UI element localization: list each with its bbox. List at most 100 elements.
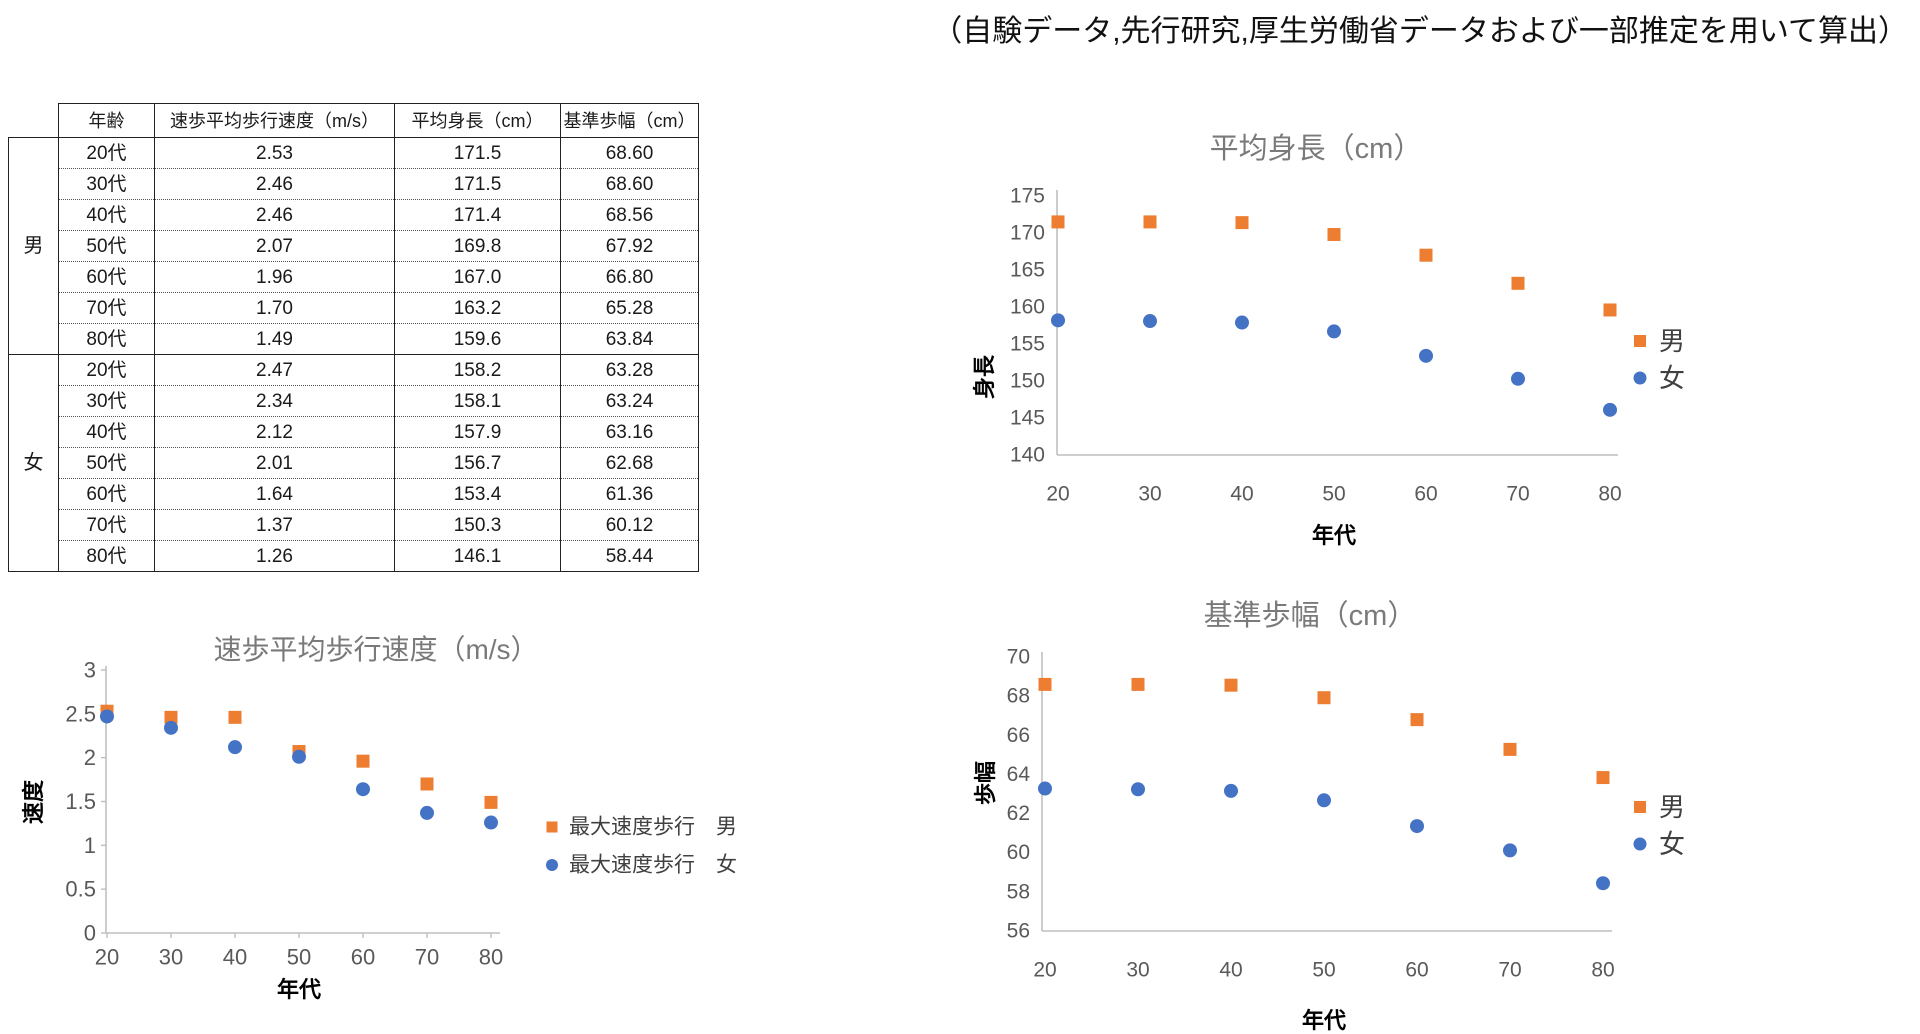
- x-tick-label: 80: [479, 945, 503, 970]
- data-point-female: [1235, 315, 1249, 330]
- y-tick-label: 165: [1010, 259, 1045, 282]
- data-point-female: [1511, 371, 1525, 386]
- data-point-female: [228, 740, 242, 755]
- age-cell: 50代: [58, 230, 155, 262]
- data-point-female: [100, 709, 114, 724]
- x-tick-label: 60: [351, 945, 375, 970]
- height-cell: 163.2: [394, 292, 561, 324]
- plot-area: 140 145 150 155 160 165 170 175 20 30 40 50 60 70 80 男女: [1010, 185, 1685, 506]
- gender-label: 男: [8, 137, 59, 355]
- data-point-male: [420, 777, 434, 791]
- stride-cell: 61.36: [560, 478, 699, 510]
- gender-label: 女: [8, 354, 59, 572]
- data-point-female: [1051, 313, 1065, 328]
- x-tick-label: 80: [1598, 483, 1621, 506]
- age-cell: 70代: [58, 509, 155, 541]
- data-point-male: [1419, 248, 1433, 262]
- data-point-male: [1143, 215, 1157, 229]
- x-tick-label: 40: [1219, 959, 1242, 982]
- data-point-female: [420, 805, 434, 820]
- chart-title: 速歩平均歩行速度（m/s）: [213, 634, 539, 665]
- age-cell: 50代: [58, 447, 155, 479]
- col-header-age: 年齢: [58, 103, 155, 138]
- speed-cell: 1.49: [154, 323, 395, 355]
- stride-cell: 60.12: [560, 509, 699, 541]
- height-cell: 157.9: [394, 416, 561, 448]
- x-tick-label: 50: [287, 945, 311, 970]
- stride-cell: 67.92: [560, 230, 699, 262]
- speed-cell: 2.07: [154, 230, 395, 262]
- age-cell: 80代: [58, 540, 155, 572]
- stride-cell: 58.44: [560, 540, 699, 572]
- stride-cell: 63.16: [560, 416, 699, 448]
- y-tick-label: 68: [1007, 685, 1030, 708]
- table-row: 男 20代 2.53 171.5 68.60: [8, 137, 699, 355]
- data-point-female: [1143, 314, 1157, 329]
- x-tick-label: 80: [1591, 959, 1614, 982]
- table-row: 40代 2.46 171.4 68.56: [9, 199, 699, 231]
- height-cell: 171.5: [394, 168, 561, 200]
- stride-cell: 63.28: [560, 354, 699, 386]
- x-tick-label: 50: [1312, 959, 1335, 982]
- speed-cell: 2.46: [154, 168, 395, 200]
- height-cell: 169.8: [394, 230, 561, 262]
- x-tick-label: 20: [1033, 959, 1056, 982]
- data-point-male: [1038, 677, 1052, 691]
- data-point-female: [1131, 782, 1145, 797]
- y-tick-label: 64: [1007, 763, 1031, 786]
- height-cell: 171.5: [394, 137, 561, 169]
- data-point-male: [1603, 303, 1617, 317]
- chart-average-height: 平均身長（cm） 身長 年代 140 145 150 155 160 165 170 175 2…: [940, 120, 1880, 560]
- x-tick-label: 40: [1230, 483, 1253, 506]
- y-tick-label: 145: [1010, 407, 1045, 430]
- age-cell: 30代: [58, 168, 155, 200]
- y-tick-label: 160: [1010, 296, 1045, 319]
- speed-cell: 2.47: [154, 354, 395, 386]
- table-header-row: 年齢 速歩平均歩行速度（m/s） 平均身長（cm） 基準歩幅（cm）: [9, 103, 699, 138]
- x-tick-label: 60: [1405, 959, 1428, 982]
- y-tick-label: 1.5: [65, 789, 96, 814]
- x-axis-title: 年代: [276, 977, 322, 1002]
- col-header-stride: 基準歩幅（cm）: [560, 103, 699, 138]
- age-cell: 80代: [58, 323, 155, 355]
- legend-marker-circle: [1633, 837, 1647, 851]
- data-point-male: [1327, 227, 1341, 241]
- age-cell: 70代: [58, 292, 155, 324]
- x-tick-label: 20: [95, 945, 119, 970]
- age-cell: 40代: [58, 416, 155, 448]
- x-axis-title: 年代: [1311, 523, 1357, 548]
- height-cell: 146.1: [394, 540, 561, 572]
- data-point-male: [1235, 216, 1249, 230]
- data-point-male: [356, 754, 370, 768]
- legend-marker-square: [1634, 335, 1646, 347]
- data-point-female: [1503, 843, 1517, 858]
- plot-area: 0 0.5 1 1.5 2 2.5 3 20 30 40 50 60 70 80 最大速度歩行 男最大速度歩…: [65, 658, 737, 970]
- col-header-height: 平均身長（cm）: [394, 103, 561, 138]
- chart-walking-speed: 速歩平均歩行速度（m/s） 速度 年代 0 0.5 1 1.5 2 2.5 3 20 30 40 5…: [20, 620, 800, 1034]
- table-row: 60代 1.64 153.4 61.36: [9, 478, 699, 510]
- y-tick-label: 150: [1010, 370, 1045, 393]
- height-cell: 153.4: [394, 478, 561, 510]
- speed-cell: 1.70: [154, 292, 395, 324]
- y-tick-label: 56: [1007, 920, 1030, 943]
- chart-standard-stride: 基準歩幅（cm） 歩幅 年代 56 58 60 62 64 66 68 70 20 30 40 50 6…: [940, 560, 1880, 1034]
- data-point-female: [1327, 324, 1341, 339]
- y-tick-label: 70: [1007, 646, 1030, 669]
- speed-cell: 2.34: [154, 385, 395, 417]
- stride-cell: 65.28: [560, 292, 699, 324]
- height-cell: 158.1: [394, 385, 561, 417]
- table-row: 70代 1.70 163.2 65.28: [9, 292, 699, 324]
- data-point-male: [484, 795, 498, 809]
- height-cell: 158.2: [394, 354, 561, 386]
- x-tick-label: 30: [159, 945, 183, 970]
- x-tick-label: 30: [1138, 483, 1161, 506]
- age-cell: 30代: [58, 385, 155, 417]
- y-tick-label: 2.5: [65, 701, 96, 726]
- x-tick-label: 20: [1046, 483, 1069, 506]
- speed-cell: 2.01: [154, 447, 395, 479]
- table-row: 50代 2.07 169.8 67.92: [9, 230, 699, 262]
- data-point-male: [1511, 276, 1525, 290]
- data-point-male: [1410, 713, 1424, 727]
- height-cell: 159.6: [394, 323, 561, 355]
